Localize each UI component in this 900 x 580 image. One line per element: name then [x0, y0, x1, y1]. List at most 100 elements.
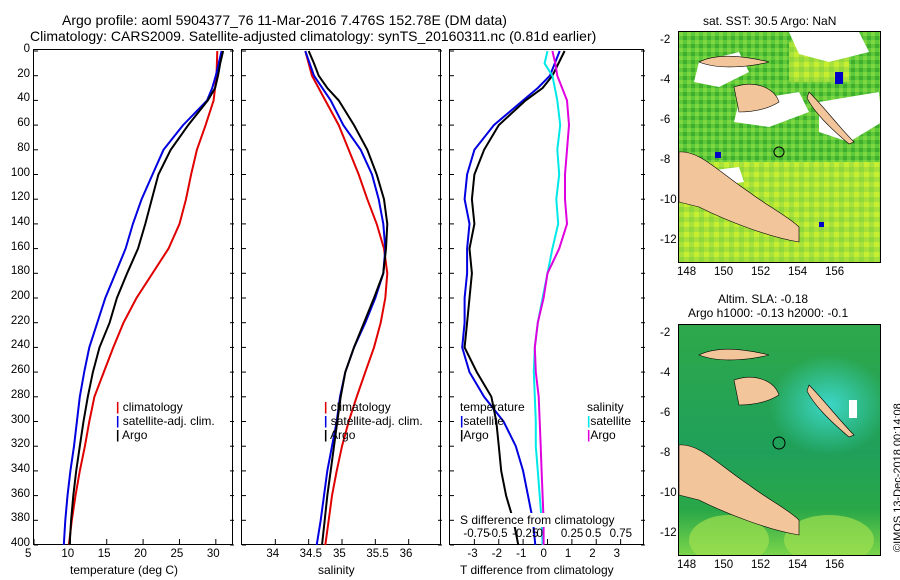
latitude-tick-label: -4	[660, 74, 671, 86]
series-line-argo	[307, 50, 389, 546]
series-line-climatology	[304, 50, 389, 546]
depth-tick-label: 180	[10, 265, 30, 278]
depth-tick-label: 240	[10, 339, 30, 352]
latitude-tick-label: -12	[660, 234, 677, 246]
s-difference-axis-label: S difference from climatology	[460, 513, 615, 527]
latitude-tick-label: -6	[660, 407, 671, 419]
legend-t-satellite: satellite	[463, 414, 505, 428]
series-line-argo	[68, 50, 225, 546]
difference-panel	[449, 49, 645, 546]
series-line-t-argo	[463, 50, 566, 546]
legend-satellite: satellite-adj. clim.	[122, 414, 215, 428]
sla-map-title-2: Argo h1000: -0.13 h2000: -0.1	[688, 306, 849, 320]
t-diff-tick-label: -2	[491, 548, 502, 560]
x-tick-label: 35.5	[366, 548, 389, 560]
longitude-tick-label: 156	[825, 559, 845, 571]
t-difference-axis-label: T difference from climatology	[460, 563, 614, 577]
longitude-tick-label: 148	[677, 266, 697, 278]
legend-s-satellite: satellite	[590, 414, 632, 428]
t-diff-tick-label: 3	[613, 548, 621, 560]
latitude-tick-label: -2	[660, 327, 671, 339]
salinity-plot	[242, 50, 442, 546]
depth-tick-label: 220	[10, 314, 30, 327]
legend-salinity-title: salinity	[587, 400, 624, 414]
latitude-tick-label: -8	[660, 154, 671, 166]
t-diff-legend: temperature |satellite |Argo	[460, 400, 525, 442]
title-line-1: Argo profile: aoml 5904377_76 11-Mar-201…	[62, 12, 507, 28]
latitude-tick-label: -12	[660, 527, 677, 539]
longitude-tick-label: 152	[751, 266, 771, 278]
depth-tick-label: 80	[17, 141, 30, 154]
sst-map-title: sat. SST: 30.5 Argo: NaN	[703, 14, 837, 28]
x-tick-label: 5	[25, 548, 32, 560]
credit-text: ©IMOS 13-Dec-2018 00:14:08	[892, 403, 900, 552]
temperature-axis-label: temperature (deg C)	[70, 563, 179, 577]
sst-map-image	[679, 32, 880, 262]
x-tick-label: 36	[399, 548, 413, 560]
latitude-tick-label: -2	[660, 34, 671, 46]
sla-map-image	[679, 325, 880, 555]
s-diff-legend: salinity |satellite |Argo	[587, 400, 632, 442]
series-line-climatology	[67, 50, 219, 546]
salinity-axis-label: salinity	[318, 563, 355, 577]
s-diff-tick-label: -0.25	[512, 528, 539, 540]
x-tick-label: 35	[333, 548, 346, 560]
legend-t-argo: Argo	[463, 428, 489, 442]
sla-map	[678, 324, 881, 556]
t-diff-tick-label: 0	[540, 548, 547, 560]
legend-temperature-title: temperature	[460, 400, 525, 414]
depth-tick-label: 160	[10, 240, 30, 253]
depth-tick-label: 200	[10, 290, 30, 302]
s-diff-tick-label: 0.75	[609, 528, 633, 540]
depth-tick-label: 280	[10, 388, 30, 401]
t-diff-tick-label: 1	[564, 548, 572, 560]
longitude-tick-label: 148	[677, 559, 697, 571]
title-line-2: Climatology: CARS2009. Satellite-adjuste…	[30, 28, 597, 44]
s-diff-tick-label: 0.5	[585, 528, 602, 540]
x-tick-label: 34	[266, 548, 280, 560]
salinity-panel	[241, 49, 442, 546]
depth-tick-label: 300	[10, 413, 30, 426]
legend-satellite: satellite-adj. clim.	[330, 414, 423, 428]
series-line-s-satellite	[532, 50, 562, 546]
series-line-t-satellite	[461, 50, 561, 546]
temperature-panel	[33, 49, 234, 546]
temperature-plot	[34, 50, 234, 546]
sal-legend: | climatology | satellite-adj. clim. | A…	[324, 400, 423, 442]
longitude-tick-label: 156	[825, 266, 845, 278]
depth-tick-label: 100	[10, 166, 30, 179]
longitude-tick-label: 154	[788, 559, 808, 571]
x-tick-label: 20	[134, 548, 147, 560]
depth-tick-label: 60	[17, 117, 30, 130]
s-diff-tick-label: -0.5	[487, 528, 508, 540]
latitude-tick-label: -10	[660, 194, 677, 206]
x-tick-label: 34.5	[299, 548, 323, 560]
depth-tick-label: 40	[17, 92, 30, 105]
depth-tick-label: 340	[10, 462, 30, 475]
longitude-tick-label: 150	[714, 266, 734, 278]
x-tick-label: 10	[61, 548, 75, 560]
longitude-tick-label: 150	[714, 559, 734, 571]
depth-tick-label: 0	[23, 43, 30, 55]
depth-tick-label: 260	[10, 364, 30, 377]
x-tick-label: 25	[170, 548, 184, 560]
sla-map-title-1: Altim. SLA: -0.18	[718, 292, 809, 306]
latitude-tick-label: -8	[660, 447, 671, 459]
x-tick-label: 30	[206, 548, 220, 560]
legend-s-argo: Argo	[590, 428, 616, 442]
t-diff-tick-label: -1	[516, 548, 527, 560]
x-tick-label: 15	[97, 548, 111, 560]
depth-tick-label: 380	[10, 512, 30, 525]
t-diff-tick-label: 2	[589, 548, 596, 560]
s-diff-tick-label: 0.25	[560, 528, 584, 540]
legend-climatology: climatology	[330, 400, 391, 414]
depth-tick-label: 140	[10, 215, 30, 228]
difference-plot	[450, 50, 645, 546]
longitude-tick-label: 154	[788, 266, 808, 278]
legend-argo: Argo	[122, 428, 148, 442]
latitude-tick-label: -4	[660, 367, 671, 379]
sst-map	[678, 31, 881, 263]
series-line-satellite-adj-clim-	[304, 50, 387, 546]
depth-tick-label: 120	[10, 191, 30, 204]
longitude-tick-label: 152	[751, 559, 771, 571]
